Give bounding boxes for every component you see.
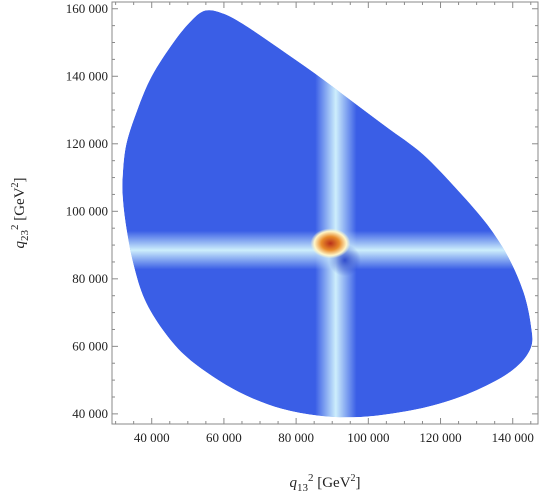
axis-ticks: [112, 2, 538, 424]
y-tick-label: 120 000: [66, 136, 108, 151]
x-axis-label: q132 [GeV2]: [289, 472, 360, 494]
peak-spot: [310, 228, 351, 259]
y-tick-label: 100 000: [66, 203, 108, 218]
y-tick-label: 40 000: [72, 406, 108, 421]
x-tick-label: 120 000: [419, 430, 461, 445]
y-tick-label: 160 000: [66, 1, 108, 16]
tick-labels: 40 000 60 000 80 000 100 000 120 000 140 000 4…: [66, 1, 534, 445]
y-axis-label: q232 [GeV2]: [9, 177, 31, 248]
plot-region: [122, 10, 533, 418]
y-tick-label: 80 000: [72, 271, 108, 286]
x-tick-label: 100 000: [347, 430, 389, 445]
x-tick-label: 140 000: [492, 430, 534, 445]
vertical-band: [315, 10, 357, 418]
y-tick-label: 60 000: [72, 338, 108, 353]
plot-frame: [111, 1, 539, 425]
x-tick-label: 80 000: [278, 430, 314, 445]
y-tick-label: 140 000: [66, 68, 108, 83]
x-tick-label: 60 000: [206, 430, 242, 445]
x-tick-label: 40 000: [134, 430, 170, 445]
